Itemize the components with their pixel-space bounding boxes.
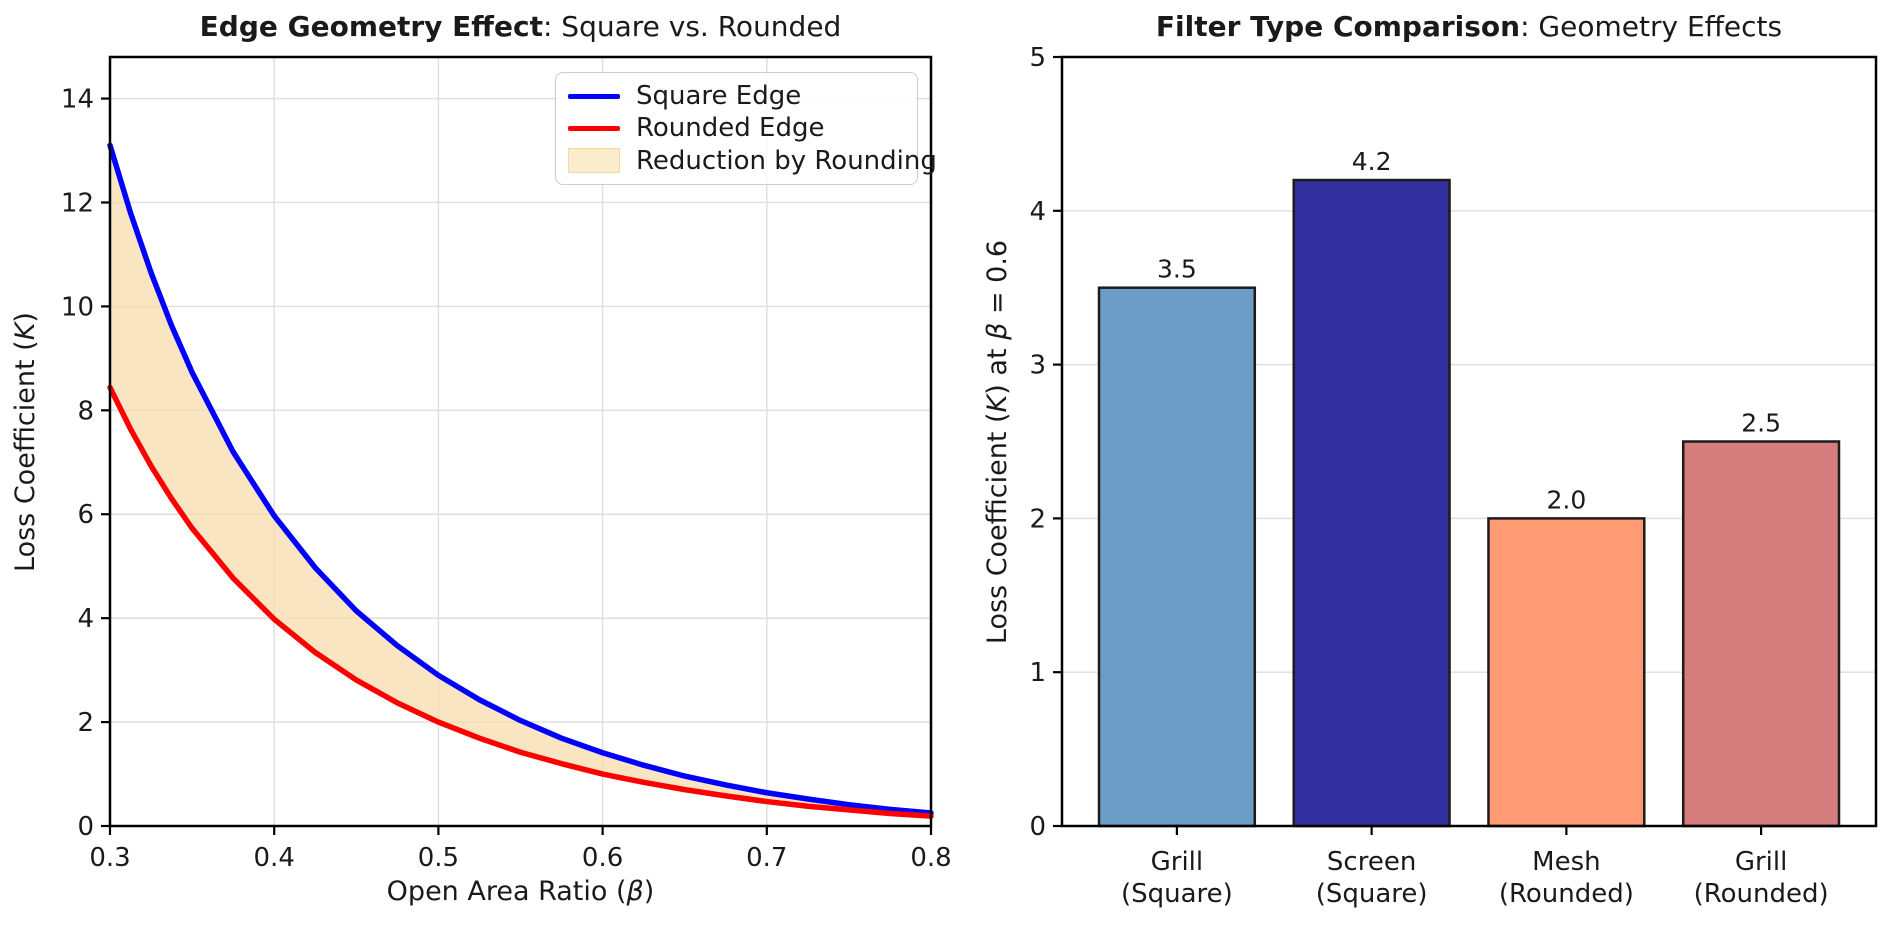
x-tick-label-line2: (Square) xyxy=(1121,879,1233,909)
y-tick-label: 14 xyxy=(61,85,94,115)
x-tick-label: 0.3 xyxy=(89,843,130,873)
y-tick-label: 4 xyxy=(1029,197,1046,227)
y-tick-label: 2 xyxy=(1029,504,1046,534)
y-tick-label: 6 xyxy=(77,500,94,530)
bar-value-label: 2.0 xyxy=(1546,485,1586,514)
y-tick-label: 3 xyxy=(1029,351,1046,381)
y-tick-label: 5 xyxy=(1029,43,1046,73)
right-y-axis-label: Loss Coefficient (K) at β = 0.6 xyxy=(978,192,1018,692)
bar-grill-rounded xyxy=(1681,440,1841,828)
legend-item-square-edge: Square Edge xyxy=(568,80,905,112)
y-tick-label: 0 xyxy=(77,812,94,842)
bar-screen-square xyxy=(1292,178,1451,828)
y-tick-label: 2 xyxy=(77,708,94,738)
x-tick-label: 0.7 xyxy=(746,843,787,873)
legend-item-reduction-band: Reduction by Rounding xyxy=(568,145,937,177)
x-tick-label-line1: Grill xyxy=(1151,847,1204,877)
x-tick-label-line1: Grill xyxy=(1735,847,1788,877)
y-tick-label: 10 xyxy=(61,292,94,322)
x-tick-label-line2: (Rounded) xyxy=(1499,879,1634,909)
bar-value-label: 4.2 xyxy=(1352,147,1392,176)
y-tick-label: 0 xyxy=(1029,812,1046,842)
right-chart-title-bold: Filter Type Comparison xyxy=(1155,10,1521,43)
y-tick-label: 12 xyxy=(61,188,94,218)
y-tick-label: 4 xyxy=(77,604,94,634)
left-chart-title: Edge Geometry Effect: Square vs. Rounded xyxy=(110,10,931,43)
y-tick-label: 1 xyxy=(1029,658,1046,688)
bar-value-label: 2.5 xyxy=(1741,409,1781,438)
x-tick-label-line2: (Rounded) xyxy=(1694,879,1829,909)
left-x-axis-label-beta: β xyxy=(626,876,644,907)
bar-value-label: 3.5 xyxy=(1157,255,1197,284)
right-chart-title: Filter Type Comparison: Geometry Effects xyxy=(1062,10,1876,43)
legend-item-rounded-edge: Rounded Edge xyxy=(568,112,905,144)
left-line-chart: 0.3 0.4 0.5 0.6 0.7 0.8 0 2 4 6 8 10 12 14 xyxy=(61,55,952,873)
x-tick-label: 0.8 xyxy=(910,843,951,873)
right-bar-chart: 3.54.22.02.5Grill(Square)Screen(Square)M… xyxy=(1029,43,1878,909)
legend-label-square-edge: Square Edge xyxy=(636,81,802,112)
left-y-axis-label-close: ) xyxy=(10,312,41,323)
x-tick-label: 0.4 xyxy=(254,843,295,873)
bar-mesh-rounded xyxy=(1487,517,1646,828)
left-x-axis-label: Open Area Ratio (β) xyxy=(110,876,931,907)
x-tick-label: 0.5 xyxy=(418,843,459,873)
legend-swatch-reduction-band xyxy=(568,148,620,174)
left-chart-title-rest: : Square vs. Rounded xyxy=(542,10,842,43)
legend-swatch-rounded-edge xyxy=(568,125,620,131)
legend: Square Edge Rounded Edge Reduction by Ro… xyxy=(555,72,937,185)
x-tick-label-line1: Mesh xyxy=(1532,847,1600,877)
left-y-axis-label-italic: K xyxy=(10,322,41,341)
left-plot-frame xyxy=(108,55,933,828)
reduction-band xyxy=(110,145,931,817)
right-y-axis-label-mid: ) at xyxy=(982,339,1013,395)
left-chart-title-bold: Edge Geometry Effect xyxy=(199,10,543,43)
legend-swatch-square-edge xyxy=(568,93,620,99)
y-tick-label: 8 xyxy=(77,396,94,426)
left-x-axis-label-close: ) xyxy=(643,876,655,907)
bar-grill-square xyxy=(1097,286,1257,828)
right-chart-title-rest: : Geometry Effects xyxy=(1520,10,1783,43)
right-y-axis-label-k: K xyxy=(982,394,1013,413)
left-y-axis-label-text: Loss Coefficient ( xyxy=(10,340,41,572)
legend-label-rounded-edge: Rounded Edge xyxy=(636,113,825,144)
left-x-axis-label-text: Open Area Ratio ( xyxy=(386,876,627,907)
x-tick-label-line1: Screen xyxy=(1327,847,1416,877)
right-plot-frame xyxy=(1060,55,1878,828)
right-y-axis-label-text: Loss Coefficient ( xyxy=(982,412,1013,645)
right-y-axis-label-value: = 0.6 xyxy=(982,239,1013,323)
x-tick-label-line2: (Square) xyxy=(1316,879,1428,909)
rounded-edge-curve xyxy=(107,384,934,819)
legend-label-reduction-band: Reduction by Rounding xyxy=(636,145,937,176)
x-tick-label: 0.6 xyxy=(582,843,623,873)
right-y-axis-label-beta: β xyxy=(982,322,1013,340)
square-edge-curve xyxy=(107,142,934,816)
left-y-axis-label: Loss Coefficient (K) xyxy=(6,242,46,642)
